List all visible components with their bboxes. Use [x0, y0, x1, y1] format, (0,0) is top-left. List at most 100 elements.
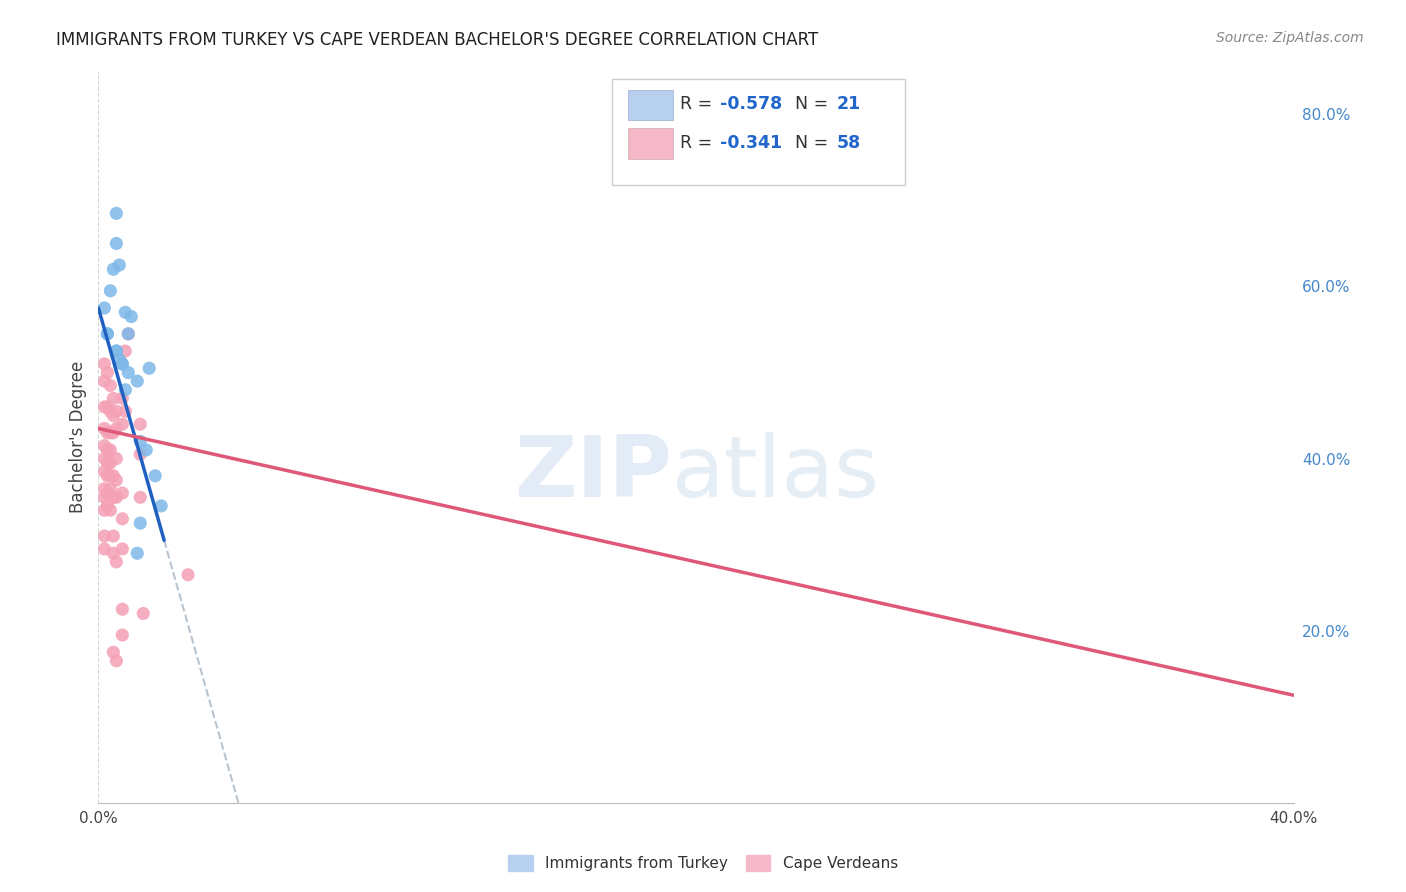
Point	[129, 417, 152, 432]
Point	[117, 326, 139, 341]
Point	[103, 645, 125, 659]
Point	[93, 421, 115, 435]
Point	[111, 512, 134, 526]
Point	[114, 383, 136, 397]
Point	[100, 456, 122, 470]
Point	[105, 404, 128, 418]
Point	[100, 442, 122, 457]
Text: N =: N =	[796, 134, 834, 152]
Point	[103, 409, 125, 423]
Point	[150, 499, 173, 513]
Point	[105, 344, 128, 359]
Point	[129, 516, 152, 530]
Point	[96, 499, 118, 513]
Point	[111, 392, 134, 406]
Point	[177, 567, 200, 582]
Point	[129, 434, 152, 449]
Point	[108, 258, 131, 272]
Bar	[628, 128, 673, 159]
Point	[96, 468, 118, 483]
Point	[129, 491, 152, 505]
Point	[132, 607, 155, 621]
Point	[93, 439, 115, 453]
Point	[100, 404, 122, 418]
Text: N =: N =	[796, 95, 834, 113]
Point	[96, 425, 118, 440]
Point	[93, 451, 115, 466]
Point	[111, 357, 134, 371]
Text: -0.578: -0.578	[720, 95, 782, 113]
Point	[105, 344, 128, 359]
Point	[93, 374, 115, 388]
Point	[100, 482, 122, 496]
Point	[100, 425, 122, 440]
Point	[105, 421, 128, 435]
Point	[93, 541, 115, 556]
Point	[103, 392, 125, 406]
Point	[105, 555, 128, 569]
Point	[103, 529, 125, 543]
Text: R =: R =	[681, 134, 718, 152]
Point	[127, 546, 149, 560]
Point	[103, 468, 125, 483]
Point	[103, 491, 125, 505]
Text: IMMIGRANTS FROM TURKEY VS CAPE VERDEAN BACHELOR'S DEGREE CORRELATION CHART: IMMIGRANTS FROM TURKEY VS CAPE VERDEAN B…	[56, 31, 818, 49]
Point	[111, 541, 134, 556]
Point	[93, 482, 115, 496]
Point	[120, 310, 142, 324]
Point	[93, 301, 115, 315]
Point	[100, 468, 122, 483]
Bar	[628, 89, 673, 120]
Point	[114, 344, 136, 359]
Point	[103, 262, 125, 277]
Point	[108, 352, 131, 367]
Point	[93, 400, 115, 414]
Point	[93, 357, 115, 371]
Point	[96, 366, 118, 380]
Point	[117, 326, 139, 341]
Point	[129, 447, 152, 461]
Point	[111, 486, 134, 500]
Text: ZIP: ZIP	[515, 432, 672, 516]
Point	[117, 366, 139, 380]
Point	[138, 361, 160, 376]
Point	[111, 357, 134, 371]
Point	[127, 374, 149, 388]
Point	[100, 378, 122, 392]
Point	[96, 442, 118, 457]
Point	[105, 491, 128, 505]
Point	[105, 654, 128, 668]
Text: R =: R =	[681, 95, 718, 113]
Point	[111, 628, 134, 642]
Point	[100, 284, 122, 298]
Point	[96, 400, 118, 414]
Point	[111, 417, 134, 432]
Text: 21: 21	[837, 95, 862, 113]
Point	[105, 473, 128, 487]
Point	[105, 236, 128, 251]
Point	[96, 326, 118, 341]
Text: -0.341: -0.341	[720, 134, 782, 152]
Text: Source: ZipAtlas.com: Source: ZipAtlas.com	[1216, 31, 1364, 45]
FancyBboxPatch shape	[613, 78, 905, 185]
Point	[105, 451, 128, 466]
Point	[96, 326, 118, 341]
Point	[93, 503, 115, 517]
Point	[96, 486, 118, 500]
Point	[143, 468, 166, 483]
Point	[100, 503, 122, 517]
Point	[93, 465, 115, 479]
Point	[96, 456, 118, 470]
Point	[105, 206, 128, 220]
Point	[93, 529, 115, 543]
Text: atlas: atlas	[672, 432, 880, 516]
Text: 58: 58	[837, 134, 862, 152]
Point	[114, 305, 136, 319]
Point	[103, 546, 125, 560]
Point	[93, 491, 115, 505]
Point	[111, 602, 134, 616]
Point	[103, 425, 125, 440]
Point	[114, 404, 136, 418]
Legend: Immigrants from Turkey, Cape Verdeans: Immigrants from Turkey, Cape Verdeans	[502, 849, 904, 877]
Y-axis label: Bachelor's Degree: Bachelor's Degree	[69, 361, 87, 513]
